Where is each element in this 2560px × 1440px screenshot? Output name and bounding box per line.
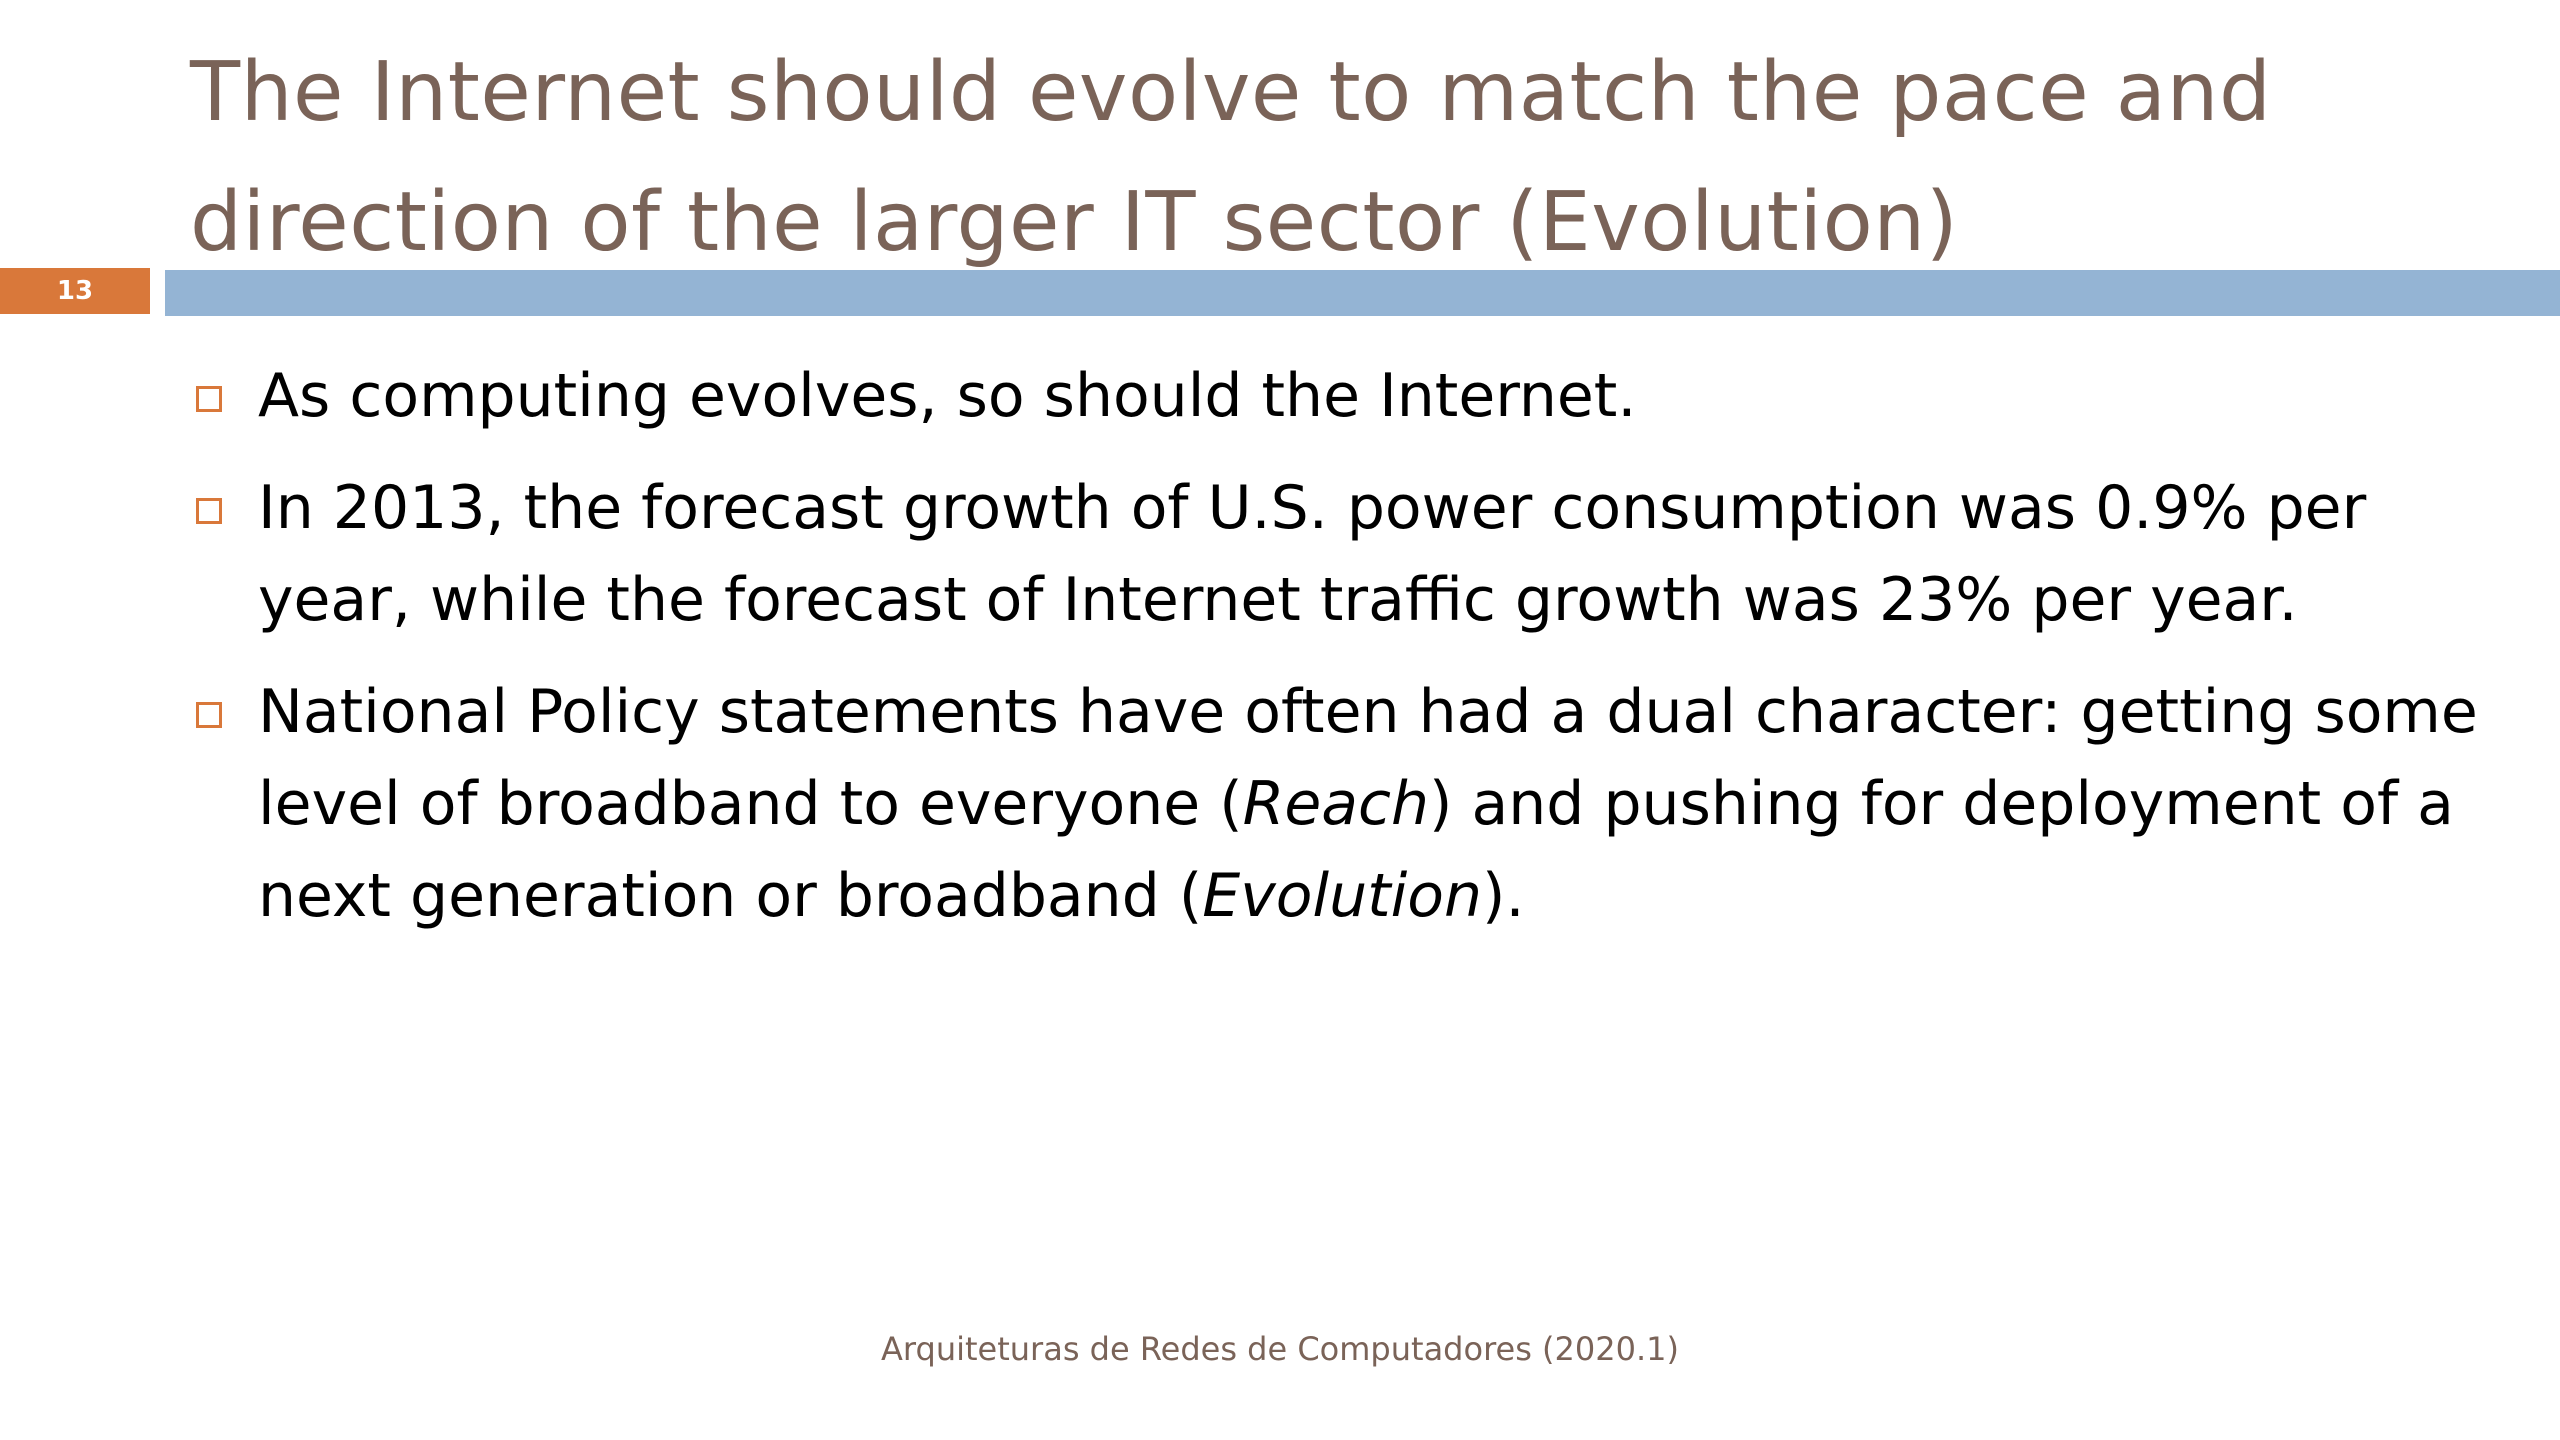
bullet-text: In 2013, the forecast growth of U.S. pow… bbox=[258, 473, 2367, 635]
hollow-square-bullet-icon bbox=[196, 702, 222, 728]
bullet-item: National Policy statements have often ha… bbox=[190, 666, 2490, 942]
hollow-square-bullet-icon bbox=[196, 498, 222, 524]
bullet-text-part: National Policy statements have often ha… bbox=[258, 677, 2478, 839]
bullet-text: As computing evolves, so should the Inte… bbox=[258, 361, 1637, 431]
bullet-list: As computing evolves, so should the Inte… bbox=[190, 350, 2490, 962]
emphasis-reach: Reach bbox=[1242, 769, 1430, 839]
bullet-text-part: ). bbox=[1482, 861, 1525, 931]
title-divider-bar bbox=[165, 270, 2560, 316]
bullet-item: As computing evolves, so should the Inte… bbox=[190, 350, 2490, 442]
bullet-text-part: ) and pushing for deployment of a next g… bbox=[258, 769, 2454, 931]
bullet-item: In 2013, the forecast growth of U.S. pow… bbox=[190, 462, 2490, 646]
slide-number: 13 bbox=[56, 276, 94, 306]
slide-footer: Arquiteturas de Redes de Computadores (2… bbox=[881, 1330, 1679, 1368]
slide-number-badge: 13 bbox=[0, 268, 150, 314]
hollow-square-bullet-icon bbox=[196, 386, 222, 412]
slide-title: The Internet should evolve to match the … bbox=[190, 45, 2272, 270]
emphasis-evolution: Evolution bbox=[1202, 861, 1483, 931]
